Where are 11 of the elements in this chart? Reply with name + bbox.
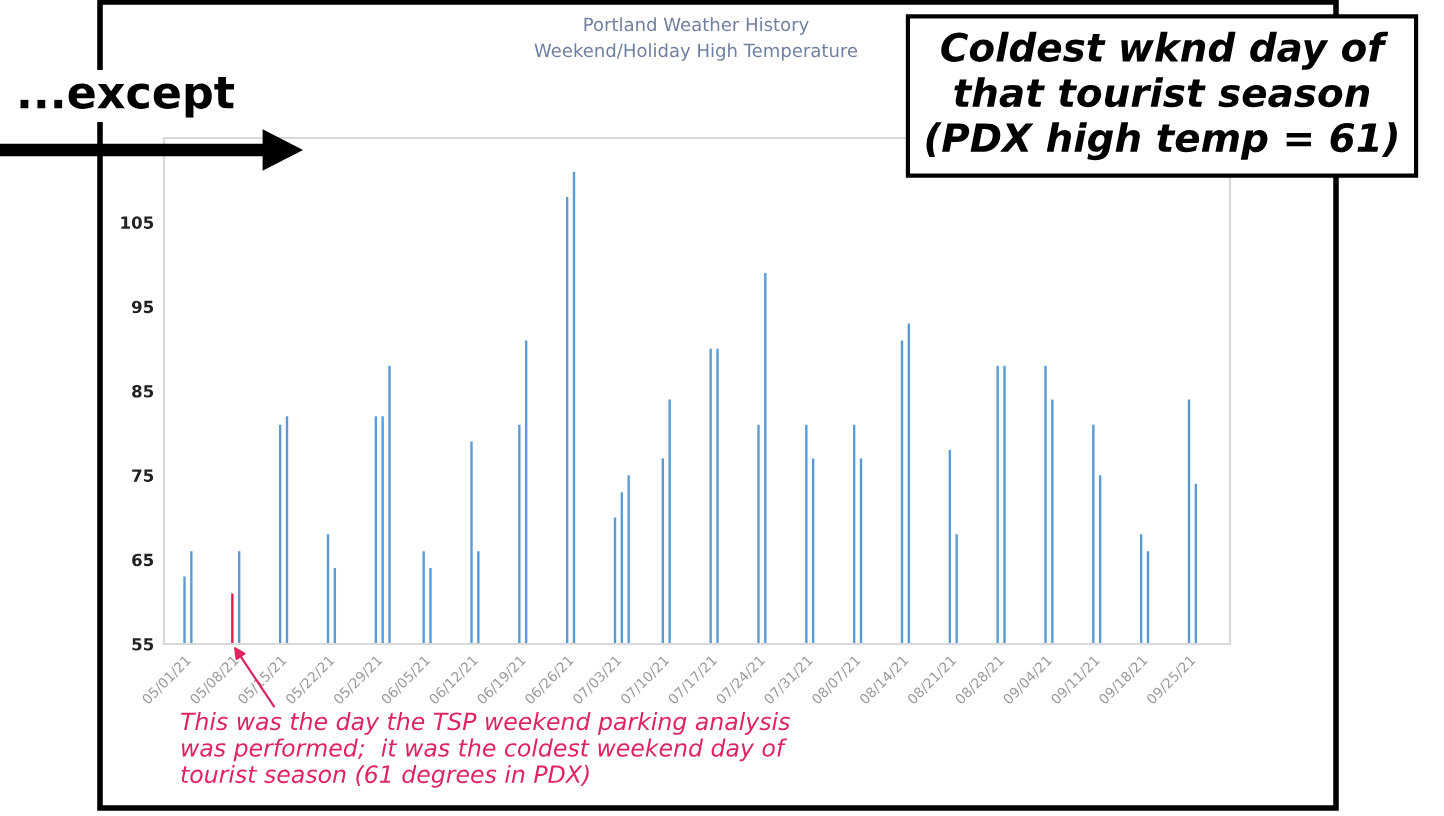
- text: ...except: [20, 77, 234, 118]
- y-tick-label: 85: [132, 384, 154, 398]
- chart-title: Portland Weather History: [584, 17, 809, 35]
- y-tick-label: 65: [132, 553, 154, 567]
- y-tick-label: 55: [132, 638, 154, 651]
- y-tick-label: 95: [131, 300, 154, 314]
- y-tick-label: 75: [132, 469, 154, 482]
- annotation: This was the day the TSP weekend parking analysis was performed; it was the coldest weekend day of tourist season (61 degrees in PDX): [181, 712, 790, 788]
- chart-subtitle: Weekend/Holiday High Temperature: [534, 43, 858, 61]
- y-tick-label: 105: [121, 216, 154, 229]
- annotation: Coldest wknd day of that tourist season (PDX high temp = 61): [926, 31, 1397, 161]
